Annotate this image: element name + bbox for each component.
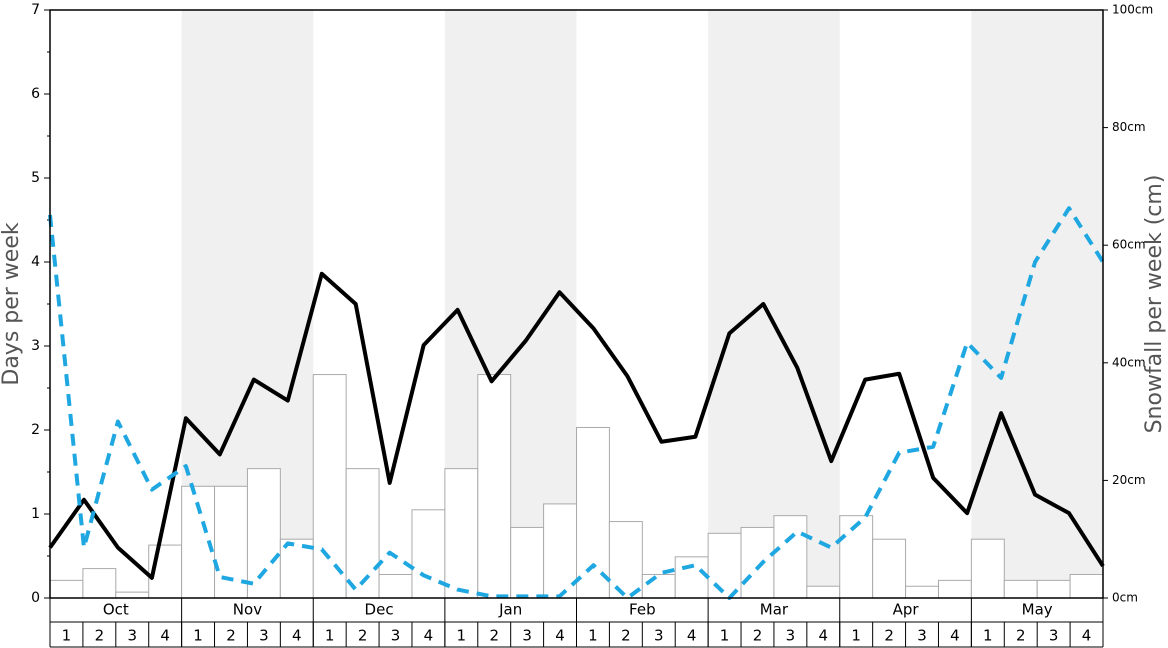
y2-tick-label: 0cm <box>1112 591 1138 605</box>
month-band <box>971 10 1103 598</box>
bar <box>444 468 479 599</box>
x-tick-label: 4 <box>950 627 960 645</box>
bar <box>477 374 512 599</box>
x-tick-label: 3 <box>654 627 664 645</box>
x-tick-label: 2 <box>226 627 236 645</box>
x-tick-label: 2 <box>489 627 499 645</box>
y-tick-label: 7 <box>31 2 40 18</box>
x-tick-label: 2 <box>621 627 631 645</box>
x-tick-label: 4 <box>1082 627 1092 645</box>
x-tick-label: 2 <box>753 627 763 645</box>
y-tick-label: 4 <box>31 254 40 270</box>
x-tick-label: 1 <box>588 627 598 645</box>
x-tick-label: 4 <box>292 627 302 645</box>
y-axis-label: Days per week <box>0 222 24 385</box>
y-tick-label: 5 <box>31 170 40 186</box>
x-tick-label: 1 <box>720 627 730 645</box>
month-label: Mar <box>760 601 789 619</box>
y-tick-label: 0 <box>31 590 40 606</box>
bar <box>246 468 281 599</box>
x-tick-label: 3 <box>917 627 927 645</box>
bar <box>576 426 610 599</box>
bar <box>707 532 742 599</box>
bar <box>49 579 84 599</box>
month-label: Feb <box>629 601 656 619</box>
bar <box>1069 573 1104 599</box>
bar <box>82 568 117 599</box>
x-tick-label: 4 <box>555 627 565 645</box>
x-tick-label: 2 <box>95 627 105 645</box>
x-tick-label: 4 <box>687 627 697 645</box>
bar <box>345 468 380 599</box>
y-tick-label: 2 <box>31 422 40 438</box>
x-tick-label: 3 <box>1049 627 1059 645</box>
x-tick-label: 1 <box>62 627 72 645</box>
bar <box>905 585 939 599</box>
x-tick-label: 2 <box>884 627 894 645</box>
month-label: Dec <box>365 601 394 619</box>
y-tick-label: 6 <box>31 86 40 102</box>
bar <box>312 374 347 599</box>
month-label: May <box>1022 601 1053 619</box>
bar <box>872 538 907 599</box>
bar <box>1003 579 1038 599</box>
month-label: Jan <box>498 601 522 619</box>
y2-axis-label: Snowfall per week (cm) <box>1142 175 1167 434</box>
month-band <box>708 10 840 598</box>
bar <box>740 526 775 599</box>
y-tick-label: 1 <box>31 506 40 522</box>
month-label: Apr <box>893 601 920 619</box>
x-tick-label: 3 <box>127 627 137 645</box>
x-tick-label: 3 <box>259 627 269 645</box>
y2-tick-label: 60cm <box>1112 238 1146 252</box>
x-tick-label: 1 <box>851 627 861 645</box>
x-tick-label: 3 <box>786 627 796 645</box>
x-tick-label: 1 <box>983 627 993 645</box>
bar <box>608 521 643 599</box>
bar <box>510 526 545 599</box>
bar <box>543 503 577 599</box>
bar <box>937 579 972 599</box>
x-tick-label: 1 <box>457 627 467 645</box>
x-tick-label: 2 <box>1016 627 1026 645</box>
bar <box>674 556 709 599</box>
bar <box>279 538 314 599</box>
y2-tick-label: 100cm <box>1112 3 1153 17</box>
y2-tick-label: 80cm <box>1112 120 1146 134</box>
month-label: Oct <box>103 601 129 619</box>
bar <box>773 515 808 599</box>
x-tick-label: 3 <box>391 627 401 645</box>
x-tick-label: 4 <box>160 627 170 645</box>
x-tick-label: 3 <box>522 627 532 645</box>
bar <box>115 591 150 599</box>
y-tick-label: 3 <box>31 338 40 354</box>
y2-tick-label: 40cm <box>1112 355 1146 369</box>
x-tick-label: 4 <box>424 627 434 645</box>
line <box>48 271 1105 580</box>
line <box>48 206 1105 600</box>
bar <box>1036 579 1071 599</box>
bar <box>806 585 841 599</box>
x-tick-label: 1 <box>325 627 335 645</box>
x-tick-label: 4 <box>819 627 829 645</box>
bar <box>411 509 446 599</box>
x-tick-label: 2 <box>358 627 368 645</box>
bar <box>378 573 413 599</box>
x-tick-label: 1 <box>193 627 203 645</box>
month-label: Nov <box>233 601 262 619</box>
bar <box>970 538 1005 599</box>
y2-tick-label: 20cm <box>1112 473 1146 487</box>
bar <box>641 573 676 599</box>
